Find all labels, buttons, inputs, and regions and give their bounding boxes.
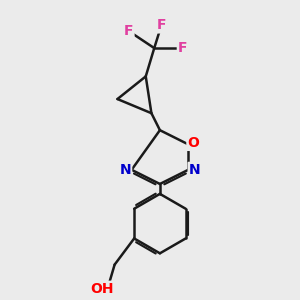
Text: OH: OH bbox=[91, 282, 114, 296]
Text: O: O bbox=[188, 136, 199, 150]
Text: F: F bbox=[157, 18, 166, 32]
Text: F: F bbox=[178, 41, 187, 55]
Text: F: F bbox=[124, 24, 134, 38]
Text: N: N bbox=[189, 163, 200, 177]
Text: N: N bbox=[120, 163, 131, 177]
